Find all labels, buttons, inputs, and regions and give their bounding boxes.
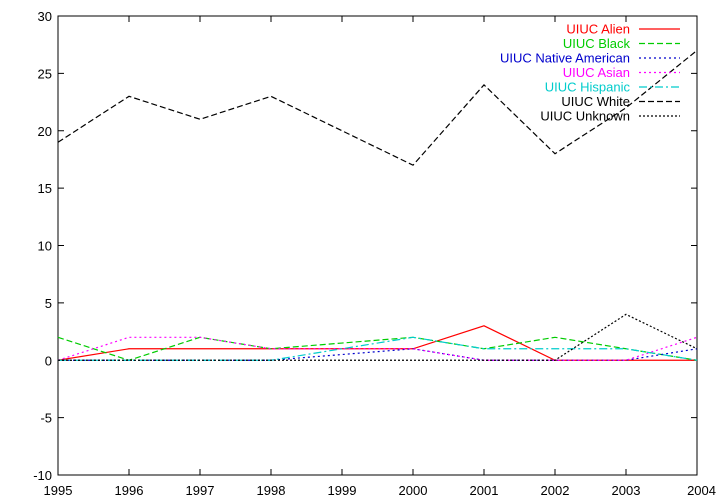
y-tick-label: 0 xyxy=(45,353,52,368)
legend-label: UIUC Black xyxy=(563,36,631,51)
y-tick-label: -10 xyxy=(33,468,52,483)
series-line-uiuc-white xyxy=(57,49,698,166)
legend-label: UIUC Native American xyxy=(500,51,630,66)
axis-ticks: -10 -5 0 5 10 15 20 25 30 1995 1996 1997 1998 1999 200… xyxy=(33,9,716,498)
x-tick-label: 1996 xyxy=(115,483,144,498)
y-tick-label: -5 xyxy=(40,411,52,426)
y-tick-label: 15 xyxy=(38,181,52,196)
series-line-uiuc-native-american xyxy=(58,348,698,361)
series-line-uiuc-black xyxy=(57,336,698,361)
x-tick-label: 2001 xyxy=(470,483,499,498)
x-tick-label: 1999 xyxy=(328,483,357,498)
legend-label: UIUC White xyxy=(561,94,630,109)
y-tick-label: 20 xyxy=(38,124,52,139)
x-tick-label: 2002 xyxy=(541,483,570,498)
legend-label: UIUC Alien xyxy=(566,22,630,37)
x-tick-label: 1997 xyxy=(186,483,215,498)
series-layer xyxy=(57,49,698,361)
legend-label: UIUC Hispanic xyxy=(545,80,631,95)
y-tick-label: 25 xyxy=(38,66,52,81)
x-tick-label: 2003 xyxy=(612,483,641,498)
x-tick-label: 1998 xyxy=(257,483,286,498)
y-tick-label: 10 xyxy=(38,239,52,254)
series-line-uiuc-unknown xyxy=(58,313,698,361)
legend-label: UIUC Unknown xyxy=(540,109,630,124)
x-tick-label: 2000 xyxy=(399,483,428,498)
legend-label: UIUC Asian xyxy=(563,65,630,80)
series-line-uiuc-hispanic xyxy=(58,336,698,361)
y-tick-label: 30 xyxy=(38,9,52,24)
series-line-uiuc-asian xyxy=(57,336,698,361)
x-tick-label: 1995 xyxy=(44,483,73,498)
x-tick-label: 2004 xyxy=(687,483,716,498)
y-tick-label: 5 xyxy=(45,296,52,311)
